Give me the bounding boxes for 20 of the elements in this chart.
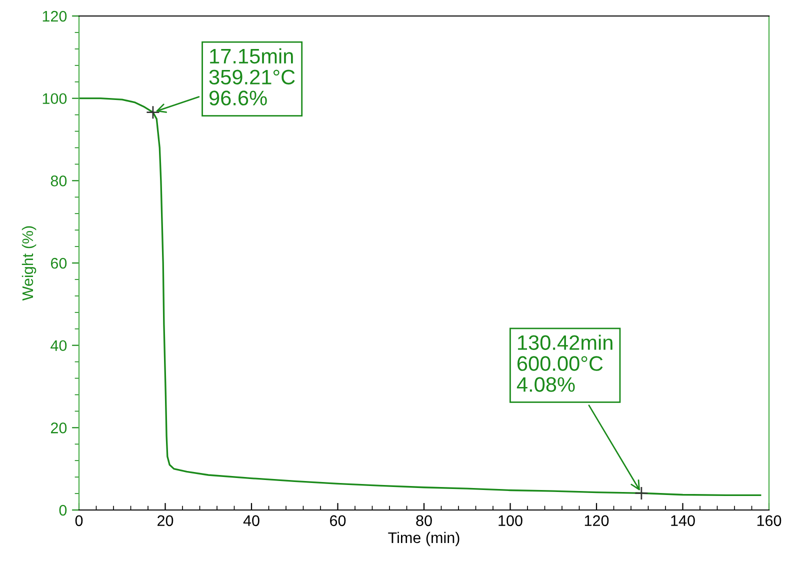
annotation: 130.42min 600.00°C 4.08% <box>516 334 612 392</box>
x-tick-label: 120 <box>584 515 609 526</box>
x-tick-label: 0 <box>75 515 83 526</box>
y-tick-label: 120 <box>42 10 67 22</box>
x-tick-label: 20 <box>158 515 174 526</box>
y-tick-label: 60 <box>50 258 67 269</box>
x-tick-label: 80 <box>416 515 432 526</box>
x-tick-label: 40 <box>243 515 260 526</box>
y-tick-label: 80 <box>50 176 67 186</box>
x-tick-label: 140 <box>671 515 695 526</box>
x-tick-label: 160 <box>757 515 782 526</box>
y-tick-label: 0 <box>59 504 67 516</box>
y-tick-label: 40 <box>50 340 67 352</box>
x-axis-title: Time (min) <box>388 532 460 546</box>
y-tick-label: 100 <box>42 93 67 104</box>
y-tick-label: 20 <box>50 422 67 434</box>
x-tick-label: 100 <box>498 515 522 526</box>
x-tick-label: 60 <box>330 515 346 526</box>
y-axis-title: Weight (%) <box>22 226 36 301</box>
annotation: 17.15min 359.21°C 96.6% <box>209 48 295 106</box>
